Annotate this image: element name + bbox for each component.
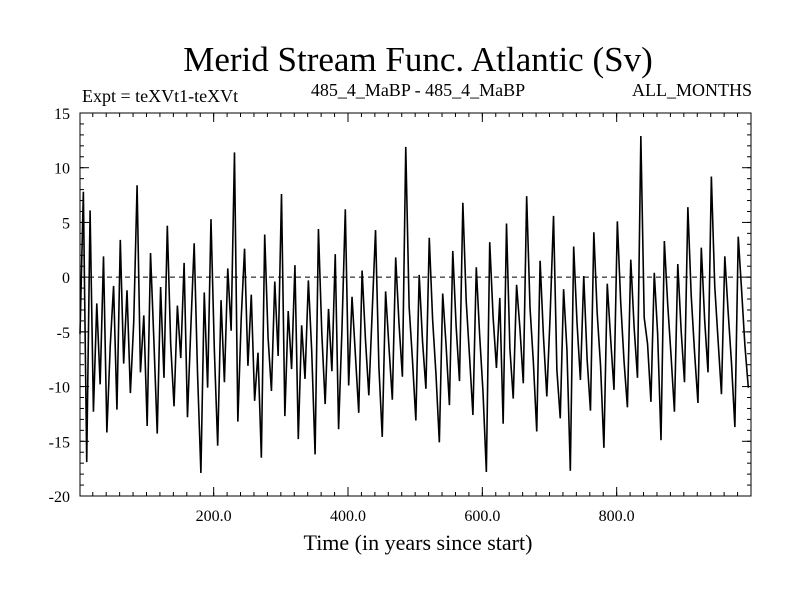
y-tick-label: -15 [49,434,70,451]
chart-title: Merid Stream Func. Atlantic (Sv) [183,40,653,79]
plot-frame [79,112,752,497]
y-tick-label: 10 [54,161,70,178]
series-line [79,135,750,474]
y-tick-label: -10 [49,380,70,397]
series-group [79,135,750,474]
x-tick-label: 400.0 [330,508,366,525]
axis-ticks [80,112,752,497]
y-tick-labels: 15 10 5 0 -5 -10 -15 -20 [49,106,70,506]
y-tick-label: 5 [62,215,70,232]
x-tick-label: 800.0 [599,508,635,525]
subtitle-right: ALL_MONTHS [632,80,752,100]
subtitle-center: 485_4_MaBP - 485_4_MaBP [311,80,525,100]
x-axis-label: Time (in years since start) [304,530,533,555]
y-tick-label: -20 [49,489,70,506]
x-tick-label: 600.0 [464,508,500,525]
x-tick-label: 200.0 [196,508,232,525]
subtitle-left: Expt = teXVt1-teXVt [82,86,238,106]
y-tick-label: 15 [54,106,70,123]
y-tick-label: 0 [62,270,70,287]
y-tick-label: -5 [57,325,70,342]
x-tick-labels: 200.0 400.0 600.0 800.0 [196,508,635,525]
